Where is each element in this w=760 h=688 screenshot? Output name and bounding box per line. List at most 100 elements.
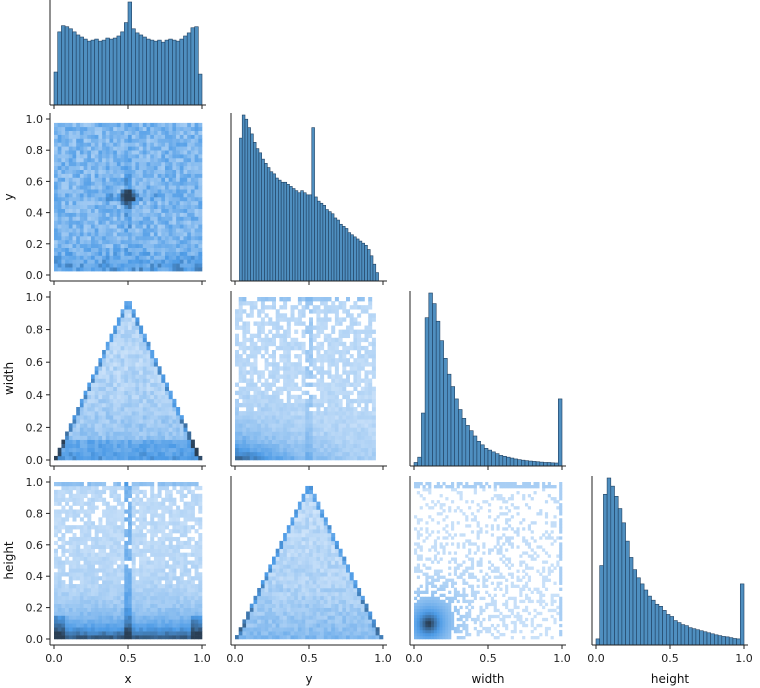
heat-cell xyxy=(146,366,151,371)
heat-cell xyxy=(268,374,273,379)
heat-cell xyxy=(349,455,354,461)
heat-cell xyxy=(102,525,107,530)
heat-cell xyxy=(179,556,184,561)
heat-cell xyxy=(235,333,239,339)
heat-cell xyxy=(168,415,173,420)
heat-cell xyxy=(176,439,181,444)
heat-cell xyxy=(124,154,129,159)
heat-cell xyxy=(94,556,99,561)
heat-cell xyxy=(120,447,125,453)
heat-cell xyxy=(168,224,173,229)
heat-cell xyxy=(146,374,151,379)
heat-cell xyxy=(61,572,66,577)
heat-cell xyxy=(364,455,369,461)
heat-cell xyxy=(190,181,195,186)
heat-cell xyxy=(139,349,144,355)
heat-cell xyxy=(253,455,258,461)
heat-cell xyxy=(68,635,73,640)
heat-cell xyxy=(79,251,84,256)
heat-cell xyxy=(54,552,58,557)
heat-cell xyxy=(54,540,58,546)
heat-cell xyxy=(353,329,358,334)
heat-cell xyxy=(83,564,88,569)
heat-cell xyxy=(157,204,162,209)
heat-cell xyxy=(61,521,66,526)
heat-cell xyxy=(168,177,173,182)
heat-cell xyxy=(109,122,114,128)
heat-cell xyxy=(142,489,147,495)
heat-cell xyxy=(87,236,92,241)
heat-cell xyxy=(168,435,173,440)
heat-cell xyxy=(61,485,66,491)
heat-cell xyxy=(168,603,173,608)
heat-cell xyxy=(87,517,92,522)
heat-cell xyxy=(312,309,317,314)
heat-cell xyxy=(102,134,107,139)
heat-cell xyxy=(368,325,373,330)
heat-cell xyxy=(72,623,77,628)
heat-cell xyxy=(76,236,81,241)
heat-cell xyxy=(102,552,107,557)
heat-cell xyxy=(264,431,269,436)
heat-cell xyxy=(157,501,162,506)
heat-cell xyxy=(142,378,147,383)
heat-cell xyxy=(76,631,81,636)
heat-cell xyxy=(139,591,144,597)
heat-cell xyxy=(57,134,62,139)
heat-cell xyxy=(116,247,121,252)
heat-cell xyxy=(305,431,310,436)
heat-cell xyxy=(94,220,99,225)
heat-cell xyxy=(105,181,110,186)
heat-cell xyxy=(98,154,103,159)
heat-cell xyxy=(249,386,254,392)
heat-cell xyxy=(65,138,70,143)
heat-cell xyxy=(109,451,114,457)
heat-cell xyxy=(109,337,114,343)
heat-cell xyxy=(286,427,291,432)
heat-cell xyxy=(190,169,195,174)
heat-cell xyxy=(113,394,118,400)
heat-cell xyxy=(98,544,103,550)
heat-cell xyxy=(102,239,107,245)
heat-cell xyxy=(116,533,121,538)
heat-cell xyxy=(190,576,195,581)
heat-cell xyxy=(87,584,92,589)
heat-cell xyxy=(102,177,107,182)
heat-cell xyxy=(83,529,88,534)
heat-cell xyxy=(242,345,247,351)
heat-cell xyxy=(91,251,95,256)
heat-cell xyxy=(176,263,181,268)
heat-cell xyxy=(135,552,140,557)
heat-cell xyxy=(54,521,58,526)
heat-cell xyxy=(176,146,181,151)
heat-cell xyxy=(124,584,129,589)
heat-cell xyxy=(161,228,166,233)
heat-cell xyxy=(194,239,199,245)
heat-cell xyxy=(139,134,144,139)
heat-cell xyxy=(168,259,173,264)
heat-cell xyxy=(131,313,136,318)
heat-cell xyxy=(120,382,125,387)
heat-cell xyxy=(353,341,358,347)
heat-cell xyxy=(94,366,99,371)
heat-cell xyxy=(79,635,84,640)
heat-cell xyxy=(142,455,147,461)
heat-cell xyxy=(146,623,151,628)
heat-cell xyxy=(91,374,95,379)
heat-cell xyxy=(87,447,92,453)
heat-cell xyxy=(76,447,81,453)
heat-cell xyxy=(238,627,243,632)
heat-cell xyxy=(190,189,195,194)
heat-cell xyxy=(135,165,140,170)
heat-cell xyxy=(357,423,362,428)
heat-cell xyxy=(179,635,184,640)
heat-cell xyxy=(157,378,162,383)
heat-cell xyxy=(76,489,81,495)
heat-cell xyxy=(131,556,136,561)
heat-cell xyxy=(135,224,140,229)
heat-cell xyxy=(68,607,73,612)
heat-cell xyxy=(346,297,350,302)
heat-cell xyxy=(165,493,169,498)
heat-cell xyxy=(142,631,147,636)
heat-cell xyxy=(242,402,247,408)
